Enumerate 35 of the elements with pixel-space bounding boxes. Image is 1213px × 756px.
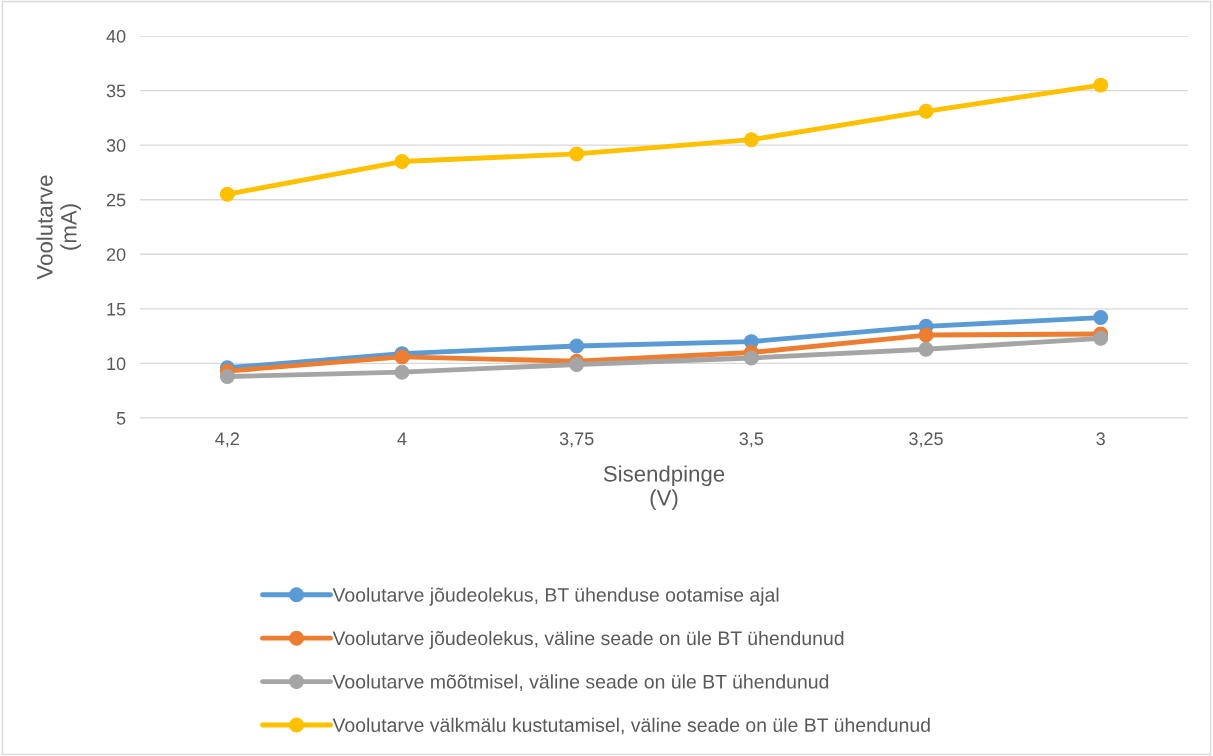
- point: [918, 341, 934, 357]
- x-tick-label: 3,75: [559, 432, 594, 448]
- x-tick-label: 4,2: [215, 432, 239, 448]
- point: [219, 186, 235, 202]
- y-tick-label: 15: [107, 302, 126, 316]
- y-tick-label: 20: [106, 248, 126, 262]
- point: [569, 357, 585, 372]
- x-tick-label: 4: [397, 432, 407, 445]
- legend-label: Voolutarve jõudeolekus, BT ühenduse ootamise ajal: [332, 587, 779, 606]
- x-axis-title: Sisendpinge (V): [603, 465, 725, 511]
- y-tick-label: 30: [106, 139, 126, 152]
- point: [743, 132, 759, 148]
- point: [743, 350, 759, 366]
- y-tick-label: 10: [107, 357, 126, 371]
- point: [1093, 330, 1109, 346]
- point: [569, 338, 585, 354]
- y-tick-label: 25: [106, 193, 126, 207]
- y-axis-title: Voolutarve (mA): [36, 175, 82, 280]
- legend-label: Voolutarve välkmälu kustutamisel, väline seade on üle BT ühendunud: [332, 717, 930, 735]
- legend-label: Voolutarve mõõtmisel, väline seade on üle BT ühendunud: [332, 674, 829, 691]
- y-tick-label: 40: [106, 29, 126, 43]
- legend-label: Voolutarve jõudeolekus, väline seade on üle BT ühendunud: [332, 630, 844, 650]
- x-tick-label: 3,5: [739, 432, 764, 448]
- x-tick-label: 3,25: [909, 432, 943, 448]
- point: [569, 146, 585, 162]
- point: [219, 369, 235, 384]
- point: [394, 364, 410, 380]
- point: [918, 327, 934, 343]
- point: [1093, 310, 1109, 326]
- y-tick-label: 5: [116, 412, 126, 425]
- y-tick-label: 35: [106, 84, 126, 98]
- point: [918, 103, 934, 119]
- point: [394, 154, 410, 169]
- point: [1093, 77, 1109, 93]
- x-tick-label: 3: [1096, 432, 1105, 446]
